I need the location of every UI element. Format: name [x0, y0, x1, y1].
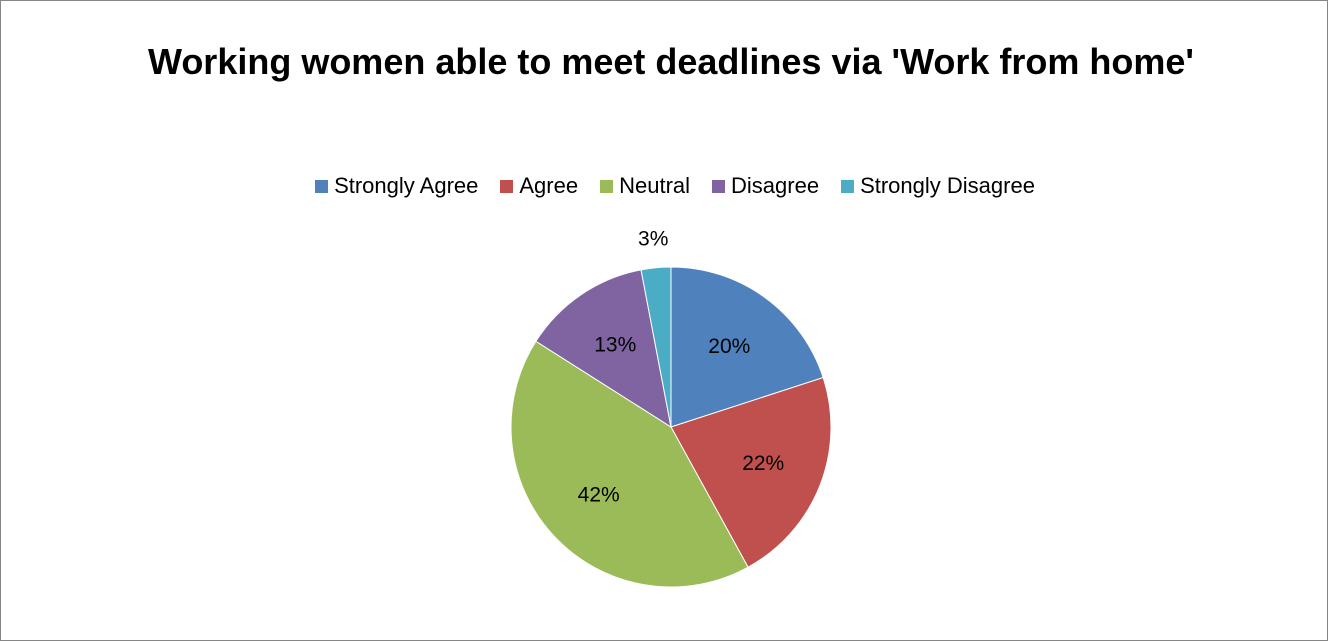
legend: Strongly Agree Agree Neutral Disagree St…	[1, 173, 1328, 199]
data-label-neutral: 42%	[578, 483, 620, 506]
data-label-strongly-agree: 20%	[708, 335, 750, 358]
pie-slice-agree	[670, 376, 832, 568]
legend-item-disagree: Disagree	[712, 173, 819, 199]
legend-swatch-agree	[500, 179, 514, 193]
legend-label-agree: Agree	[519, 173, 579, 198]
legend-label-strongly-disagree: Strongly Disagree	[860, 173, 1035, 198]
legend-item-neutral: Neutral	[600, 173, 690, 199]
pie-slice-strongly-agree	[670, 266, 824, 428]
legend-swatch-neutral	[600, 179, 614, 193]
pie-slice-disagree	[535, 269, 672, 429]
legend-swatch-strongly-agree	[315, 179, 329, 193]
data-label-disagree: 13%	[594, 333, 636, 356]
chart-title: Working women able to meet deadlines via…	[147, 41, 1194, 82]
pie-slice-strongly-disagree	[640, 266, 672, 428]
pie-slice-neutral	[510, 340, 749, 588]
legend-label-disagree: Disagree	[731, 173, 820, 198]
legend-swatch-disagree	[712, 179, 726, 193]
data-label-agree: 22%	[742, 452, 784, 475]
legend-label-strongly-agree: Strongly Agree	[334, 173, 479, 198]
data-label-strongly-disagree: 3%	[638, 228, 668, 251]
legend-swatch-strongly-disagree	[841, 179, 855, 193]
legend-item-strongly-disagree: Strongly Disagree	[841, 173, 1035, 199]
legend-item-strongly-agree: Strongly Agree	[315, 173, 478, 199]
legend-label-neutral: Neutral	[619, 173, 691, 198]
legend-item-agree: Agree	[500, 173, 578, 199]
